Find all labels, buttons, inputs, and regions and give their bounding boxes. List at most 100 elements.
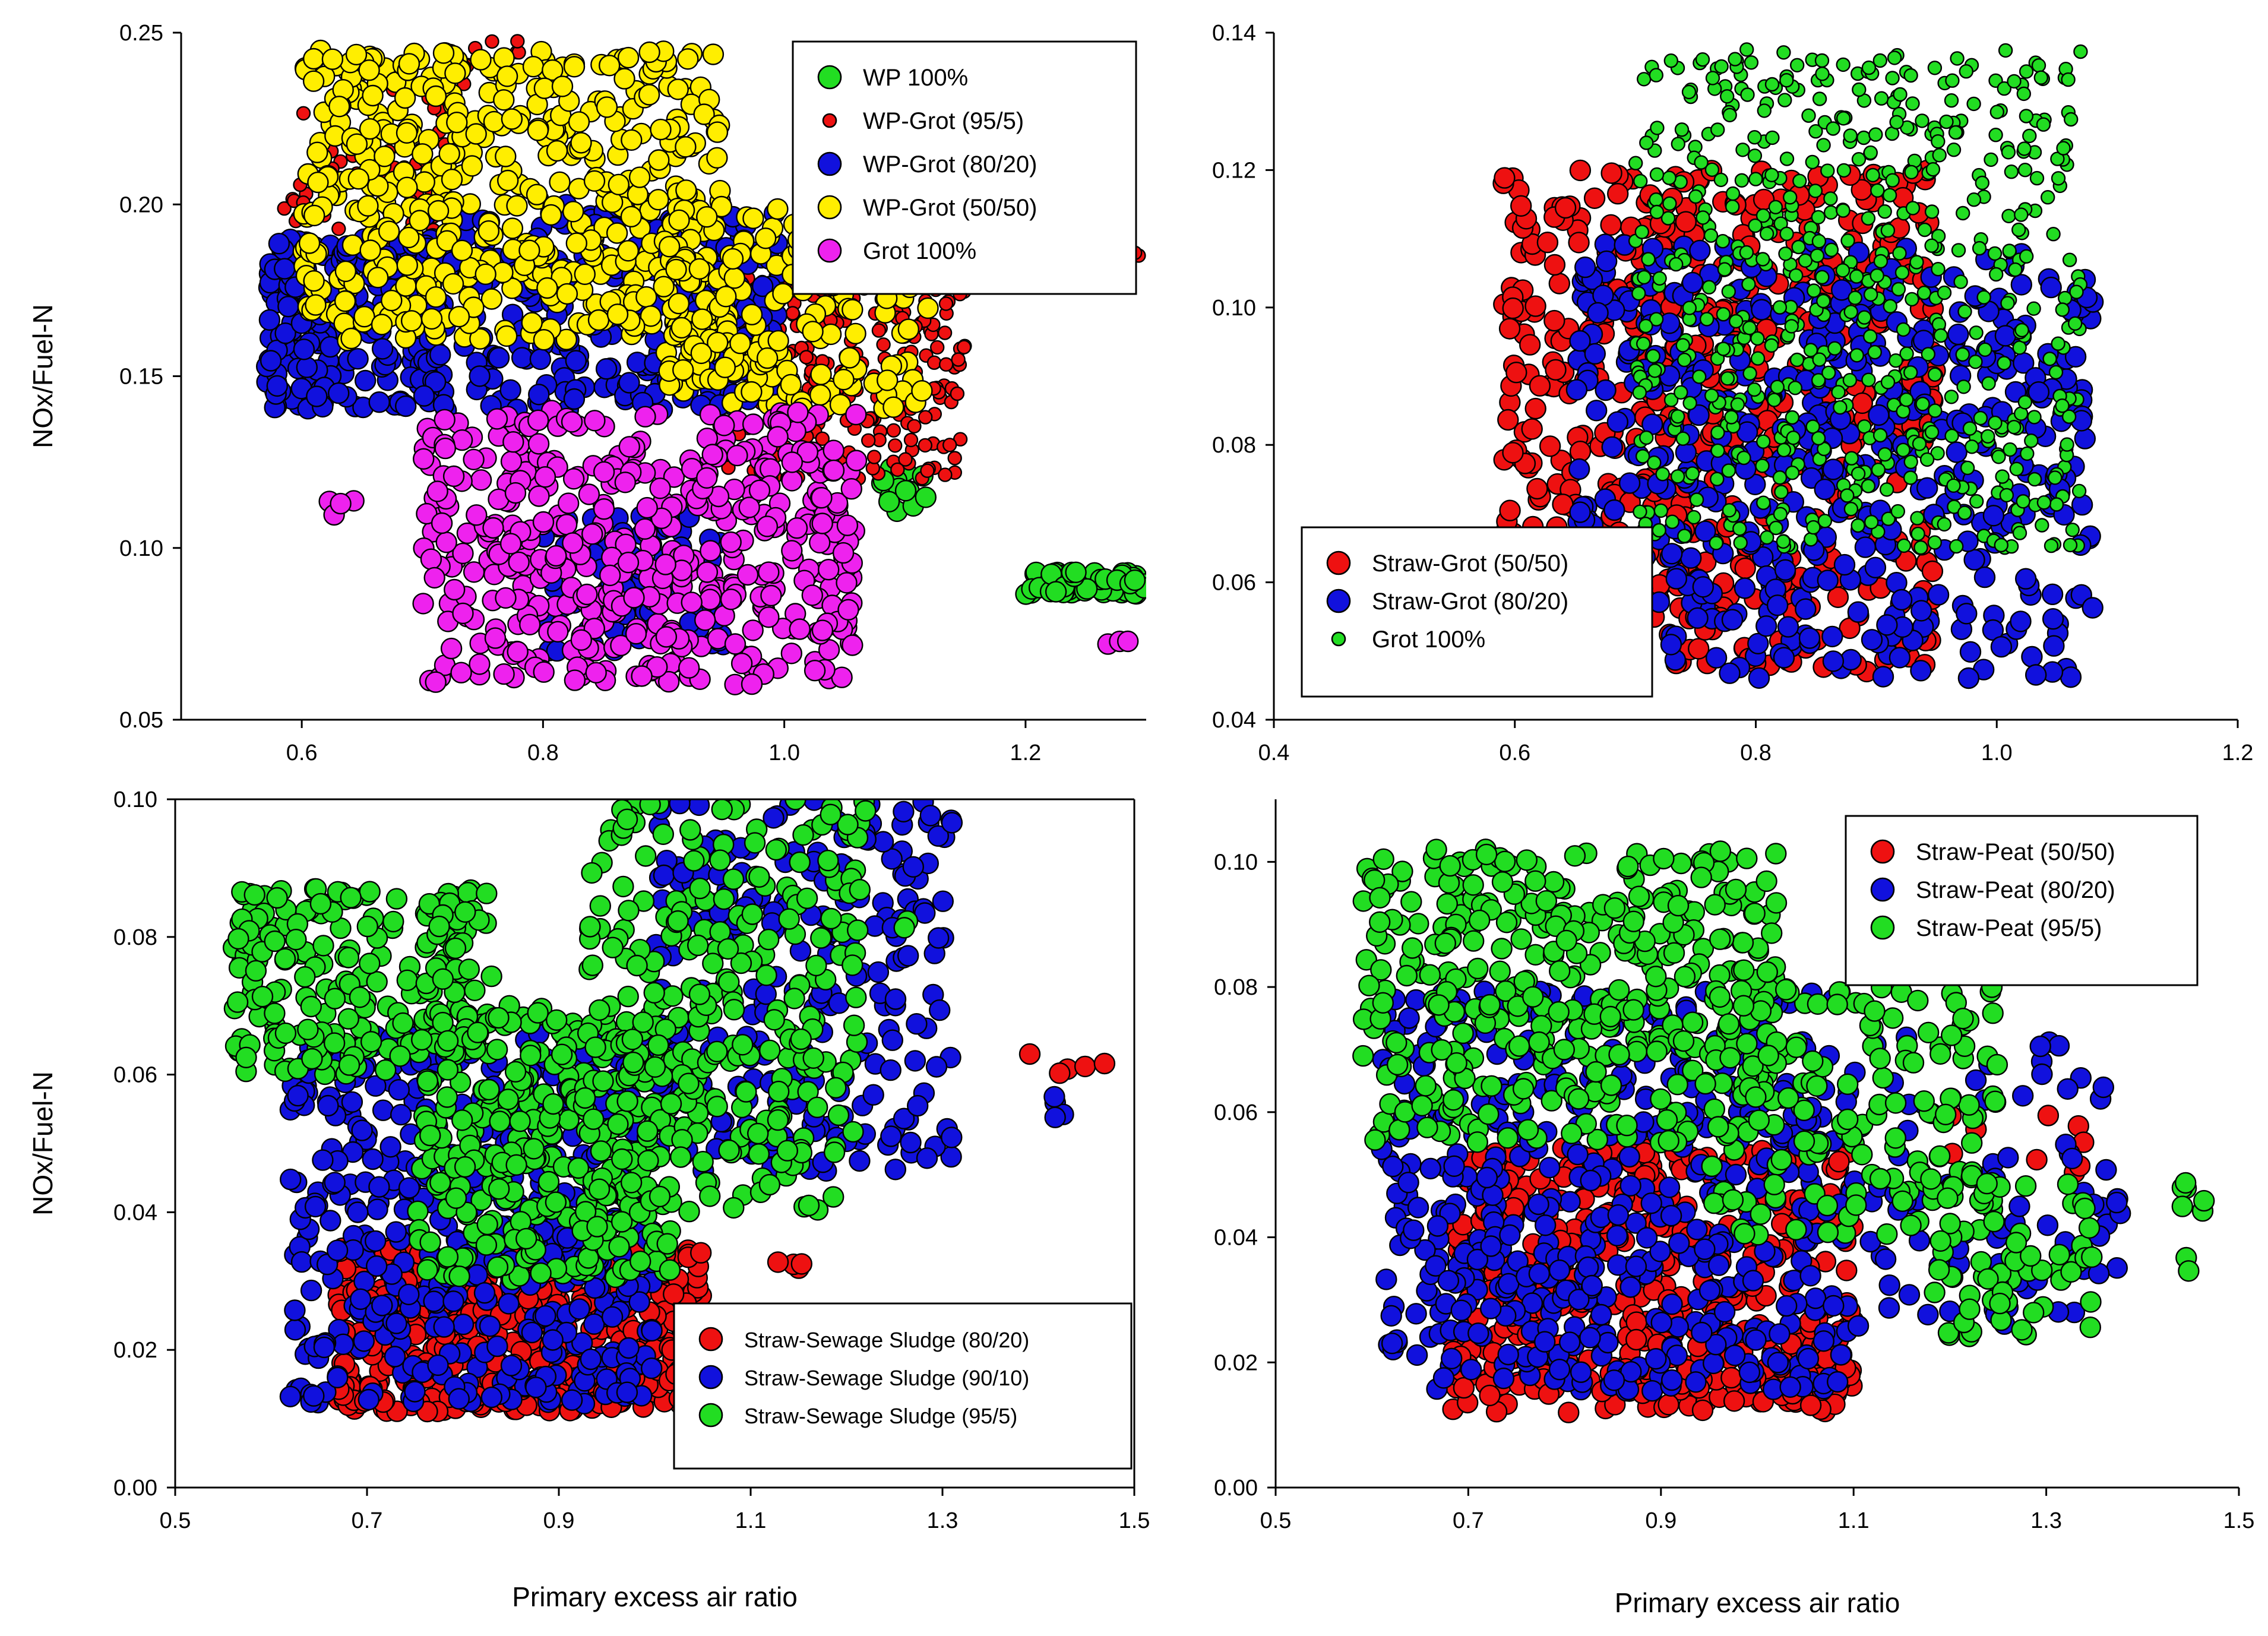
data-point: [1889, 354, 1902, 367]
data-point: [837, 572, 857, 593]
data-point: [1991, 637, 2011, 657]
data-point: [1675, 123, 1688, 136]
data-point: [649, 189, 669, 210]
y-tick-label: 0.14: [1212, 21, 1256, 46]
data-point: [1792, 241, 1805, 254]
data-point: [363, 86, 383, 106]
data-point: [1998, 357, 2011, 370]
data-point: [940, 297, 953, 310]
data-point: [387, 1314, 407, 1334]
data-point: [749, 480, 770, 501]
data-point: [528, 121, 548, 141]
data-point: [1693, 370, 1706, 383]
data-point: [833, 543, 853, 563]
data-point: [1666, 515, 1679, 529]
legend: Straw-Grot (50/50)Straw-Grot (80/20)Grot…: [1302, 527, 1652, 697]
data-point: [692, 309, 712, 330]
data-point: [280, 1387, 300, 1407]
data-point: [1922, 347, 1935, 360]
data-point: [428, 201, 448, 221]
data-point: [1916, 397, 1929, 410]
data-point: [626, 624, 646, 644]
data-point: [888, 439, 901, 452]
data-point: [1570, 331, 1590, 351]
data-point: [1765, 339, 1778, 352]
data-point: [1815, 479, 1835, 499]
data-point: [505, 483, 526, 503]
data-point: [2001, 297, 2014, 310]
data-point: [663, 1284, 684, 1304]
data-point: [1718, 263, 1731, 276]
data-point: [397, 123, 417, 143]
data-point: [1766, 131, 1779, 144]
data-point: [781, 375, 801, 395]
data-point: [676, 180, 696, 200]
data-point: [1791, 59, 1804, 72]
data-point: [1682, 86, 1696, 99]
data-point: [1672, 137, 1685, 150]
data-point: [943, 438, 956, 451]
data-point: [1511, 196, 1531, 216]
data-point: [1864, 146, 1877, 159]
data-point: [637, 498, 657, 518]
data-point: [1880, 483, 1893, 496]
data-point: [2005, 165, 2018, 178]
data-point: [520, 615, 540, 635]
data-point: [449, 1389, 469, 1409]
data-point: [360, 241, 381, 261]
data-point: [327, 1241, 347, 1261]
data-point: [480, 1316, 500, 1336]
data-point: [1608, 183, 1628, 204]
data-point: [659, 236, 679, 257]
data-point: [2023, 129, 2036, 143]
data-point: [453, 1314, 473, 1334]
data-point: [1629, 157, 1642, 170]
data-point: [1956, 603, 1976, 624]
data-point: [1530, 376, 1550, 396]
data-point: [2056, 303, 2069, 317]
data-point: [1669, 258, 1682, 271]
data-point: [2048, 471, 2061, 484]
data-point: [529, 433, 549, 454]
data-point: [397, 178, 417, 198]
data-point: [1862, 212, 1875, 225]
data-point: [887, 424, 900, 437]
data-point: [1823, 651, 1843, 671]
data-point: [307, 143, 327, 163]
data-point: [768, 427, 788, 447]
data-point: [396, 396, 416, 416]
data-point: [1886, 72, 1899, 85]
data-point: [1549, 274, 1570, 294]
data-point: [1637, 271, 1650, 284]
data-point: [1678, 353, 1691, 366]
data-point: [1674, 386, 1687, 399]
data-point: [1917, 478, 1937, 498]
data-point: [577, 584, 597, 605]
data-point: [1637, 72, 1650, 86]
data-point: [449, 306, 469, 327]
data-point: [1748, 131, 1761, 144]
data-point: [723, 249, 743, 269]
data-point: [358, 196, 378, 216]
data-point: [1778, 94, 1791, 107]
data-point: [1710, 536, 1723, 549]
data-point: [347, 134, 367, 154]
data-point: [632, 666, 652, 686]
data-point: [600, 565, 620, 586]
data-point: [805, 660, 825, 681]
data-point: [1871, 269, 1884, 282]
data-point: [1570, 502, 1590, 523]
data-point: [1905, 293, 1918, 306]
data-point: [285, 1319, 305, 1340]
data-point: [564, 389, 584, 409]
data-point: [1982, 377, 1995, 390]
data-point: [707, 122, 727, 143]
data-point: [1789, 269, 1802, 282]
data-point: [1726, 200, 1739, 213]
data-point: [1950, 540, 1963, 553]
data-point: [639, 85, 659, 105]
data-point: [470, 366, 490, 386]
data-point: [619, 1338, 639, 1358]
data-point: [1799, 254, 1812, 267]
data-point: [1684, 397, 1697, 410]
